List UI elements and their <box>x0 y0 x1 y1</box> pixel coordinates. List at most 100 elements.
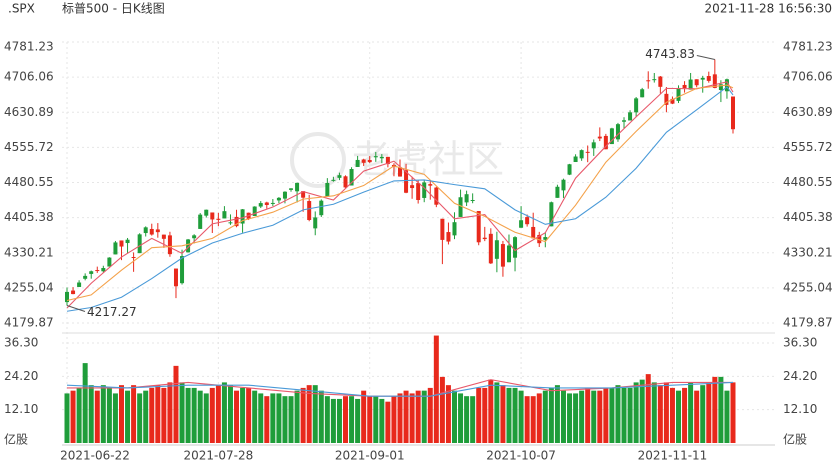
y-tick-label: 4555.72 <box>783 140 833 154</box>
candle-body <box>549 202 554 227</box>
volume-bar <box>433 335 439 443</box>
volume-bar <box>203 393 209 443</box>
volume-bar <box>645 374 651 443</box>
candle-body <box>367 159 372 163</box>
y-tick-label: 4330.21 <box>4 245 54 259</box>
moving-average <box>66 81 734 309</box>
candle-body <box>622 120 627 122</box>
volume-bar <box>451 390 457 443</box>
annotation-leader <box>66 305 86 312</box>
volume-bar <box>482 387 488 443</box>
watermark: 老虎社区 <box>290 132 504 188</box>
volume-bar <box>137 393 143 443</box>
volume-bar <box>349 396 355 443</box>
candle-body <box>101 268 106 272</box>
volume-bar <box>385 401 391 443</box>
candle-body <box>482 237 487 240</box>
volume-bar <box>173 365 179 443</box>
volume-bar <box>179 382 185 443</box>
candle-body <box>149 228 154 235</box>
y-tick-label: 4330.21 <box>783 245 833 259</box>
candle-body <box>531 226 536 239</box>
candle-body <box>337 175 342 178</box>
timestamp: 2021-11-28 16:56:30 <box>705 2 832 16</box>
volume-tick-label: 12.10 <box>783 402 817 416</box>
candle-body <box>446 232 451 242</box>
candle-body <box>385 156 390 165</box>
candle-body <box>186 239 191 253</box>
volume-bar <box>197 390 203 443</box>
candle-body <box>373 156 378 158</box>
candle-body <box>652 79 657 81</box>
candle-body <box>464 194 469 203</box>
candle-body <box>349 169 354 186</box>
candle-body <box>646 80 651 82</box>
candle-body <box>603 135 608 150</box>
candle-body <box>319 200 324 216</box>
volume-bar <box>149 387 155 443</box>
candle-body <box>500 244 505 267</box>
volume-bar <box>112 393 118 443</box>
volume-bar <box>663 382 669 443</box>
volume-bar <box>379 398 385 443</box>
volume-bar <box>688 382 694 443</box>
candle-body <box>95 270 100 272</box>
volume-bar <box>524 396 530 443</box>
candle-body <box>597 136 602 139</box>
volume-bar <box>94 390 100 443</box>
y-tick-label: 4630.89 <box>4 105 54 119</box>
candle-body <box>325 182 330 197</box>
y-tick-label: 4179.87 <box>4 316 54 330</box>
volume-bar <box>554 385 560 443</box>
volume-bar <box>118 385 124 443</box>
moving-average <box>66 84 734 302</box>
volume-bar <box>76 387 82 443</box>
volume-bar <box>276 393 282 443</box>
volume-bar <box>591 390 597 443</box>
candle-body <box>513 237 518 258</box>
x-tick-label: 2021-11-11 <box>638 449 708 463</box>
candle-body <box>204 209 209 216</box>
candle-body <box>609 128 614 145</box>
volume-bar <box>155 385 161 443</box>
volume-bar <box>215 385 221 443</box>
candle-body <box>670 98 675 104</box>
candle-body <box>282 191 287 199</box>
y-tick-label: 4555.72 <box>4 140 54 154</box>
volume-bar <box>64 393 70 443</box>
y-tick-label: 4179.87 <box>783 316 833 330</box>
candle-body <box>404 170 409 193</box>
volume-bar <box>567 393 573 443</box>
volume-bar <box>585 387 591 443</box>
candle-body <box>688 79 693 90</box>
candle-body <box>634 98 639 113</box>
volume-bar <box>131 385 137 443</box>
volume-bar <box>494 382 500 443</box>
volume-tick-label: 24.20 <box>783 369 817 383</box>
volume-unit: 亿股 <box>783 432 807 447</box>
candle-body <box>525 217 530 225</box>
candle-body <box>216 218 221 220</box>
volume-bar <box>439 376 445 443</box>
volume-bar <box>312 385 318 443</box>
volume-bar <box>518 390 524 443</box>
volume-bar <box>627 387 633 443</box>
volume-bar <box>573 393 579 443</box>
volume-bar <box>403 390 409 443</box>
candle-body <box>591 142 596 149</box>
candle-body <box>355 159 360 167</box>
candle-body <box>222 211 227 219</box>
candle-body <box>276 197 281 201</box>
candle-body <box>143 227 148 234</box>
y-tick-label: 4706.06 <box>783 70 833 84</box>
volume-bar <box>694 390 700 443</box>
candle-body <box>289 188 294 190</box>
volume-bar <box>579 390 585 443</box>
volume-bar <box>536 393 542 443</box>
volume-bar <box>730 382 736 443</box>
candle-body <box>718 84 723 91</box>
y-tick-label: 4480.55 <box>4 175 54 189</box>
volume-bar <box>355 398 361 443</box>
candle-body <box>585 151 590 153</box>
candle-body <box>113 242 118 255</box>
